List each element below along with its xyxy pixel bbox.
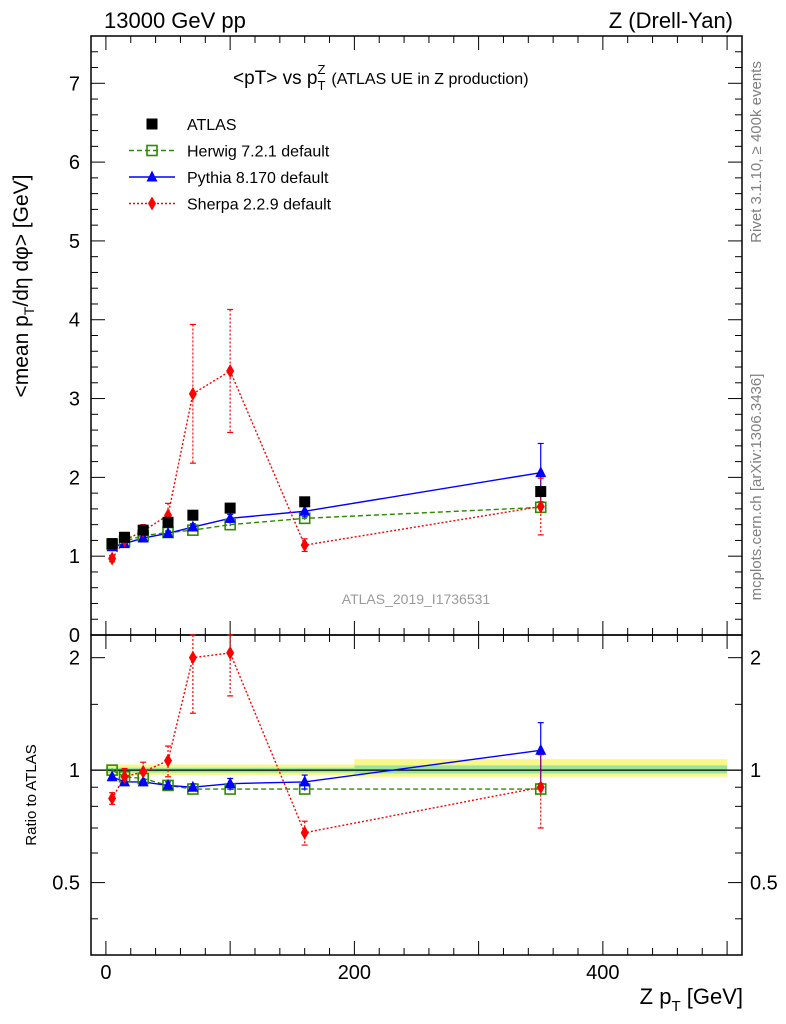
x-tick-label: 0 (100, 962, 111, 984)
main-y-tick-label: 2 (69, 467, 80, 489)
legend-marker (148, 196, 156, 211)
main-data-point (536, 499, 545, 514)
main-data-point (188, 386, 197, 401)
ratio-data-point (187, 780, 199, 792)
main-data-point (226, 363, 235, 378)
ratio-uncertainty-bands (105, 759, 728, 777)
main-data-point (108, 551, 117, 566)
legend-label: Pythia 8.170 default (187, 170, 329, 187)
main-y-axis-label-sub: T (21, 306, 37, 315)
main-data-point (106, 538, 118, 550)
main-data-point (137, 524, 149, 536)
ratio-data-point (535, 743, 547, 755)
ratio-y-axis-label: Ratio to ATLAS (23, 744, 40, 845)
ratio-y-tick-label: 0.5 (52, 873, 80, 895)
ratio-y-tick-label: 1 (69, 760, 80, 782)
x-axis-label-b: [GeV] (681, 984, 743, 1009)
main-panel-series (106, 308, 547, 566)
legend-marker (146, 118, 158, 130)
main-y-axis-label-a: <mean p (10, 315, 33, 397)
axis-ticks (91, 35, 742, 955)
main-data-point (535, 466, 547, 478)
main-data-point (299, 504, 311, 516)
ratio-data-point (108, 791, 117, 806)
main-series-line (111, 506, 541, 546)
main-series-line (111, 471, 541, 548)
ratio-data-point (226, 645, 235, 660)
legend-label: ATLAS (187, 117, 237, 134)
rivet-version-label: Rivet 3.1.10, ≥ 400k events (748, 61, 765, 243)
ratio-data-point (120, 769, 129, 784)
main-y-tick-label: 7 (69, 73, 80, 95)
ratio-data-point (164, 753, 173, 768)
main-series-line (111, 369, 541, 559)
x-tick-label: 400 (586, 962, 619, 984)
ratio-y-tick-label-right: 0.5 (750, 873, 778, 895)
x-axis-label-a: Z p (640, 984, 672, 1009)
main-y-tick-label: 4 (69, 310, 80, 332)
ratio-data-point (139, 764, 148, 779)
header-right-label: Z (Drell-Yan) (609, 8, 733, 33)
ratio-series-line (111, 652, 541, 834)
ratio-data-point (106, 770, 118, 782)
main-data-point (187, 520, 199, 532)
main-data-point (299, 496, 311, 508)
ratio-panel-series (106, 634, 547, 846)
main-data-point (162, 526, 174, 538)
ratio-data-point (188, 650, 197, 665)
header-left-label: 13000 GeV pp (104, 8, 246, 33)
plot-title-main: <pT> vs p (233, 68, 318, 89)
main-data-point (224, 511, 236, 523)
legend-label: Sherpa 2.2.9 default (187, 197, 332, 214)
main-data-point (300, 538, 309, 553)
x-tick-label: 200 (338, 962, 371, 984)
legend-label: Herwig 7.2.1 default (187, 144, 330, 161)
main-y-tick-label: 0 (69, 625, 80, 647)
legend-marker (146, 170, 158, 182)
ratio-panel-frame (90, 634, 743, 956)
ratio-y-tick-label-right: 1 (750, 760, 761, 782)
main-data-point (535, 486, 547, 498)
legend: ATLAS Herwig 7.2.1 default Pythia 8.170 de… (129, 117, 332, 214)
main-y-tick-label: 5 (69, 231, 80, 253)
ratio-data-point (162, 778, 174, 790)
ratio-data-point (137, 775, 149, 787)
x-axis-label-sub: T (671, 998, 680, 1015)
plot-title-extra: (ATLAS UE in Z production) (331, 71, 528, 88)
ratio-y-tick-label: 2 (69, 648, 80, 670)
ratio-data-point (536, 780, 545, 795)
analysis-id-label: ATLAS_2019_I1736531 (342, 591, 491, 607)
x-axis-label: Z pT [GeV] (640, 984, 743, 1015)
main-data-point (119, 531, 131, 543)
ratio-data-point (224, 777, 236, 789)
plot-title: <pT> vs pZ T (ATLAS UE in Z production) (233, 62, 529, 93)
ratio-data-point (299, 775, 311, 787)
main-data-point (187, 509, 199, 521)
main-data-point (162, 516, 174, 528)
main-y-tick-label: 1 (69, 546, 80, 568)
legend-marker (146, 144, 158, 157)
main-y-axis-label-b: /dη dφ> [GeV] (10, 175, 33, 307)
plot-title-sup: Z (318, 62, 326, 77)
ratio-y-tick-label-right: 2 (750, 648, 761, 670)
main-data-point (224, 502, 236, 514)
main-y-tick-label: 3 (69, 389, 80, 411)
plot-title-sub: T (317, 78, 325, 93)
main-y-axis-label: <mean pT/dη dφ> [GeV] (10, 175, 37, 398)
main-y-tick-label: 6 (69, 152, 80, 174)
mcplots-label: mcplots.cern.ch [arXiv:1306.3436] (748, 374, 765, 601)
ratio-data-point (300, 825, 309, 840)
